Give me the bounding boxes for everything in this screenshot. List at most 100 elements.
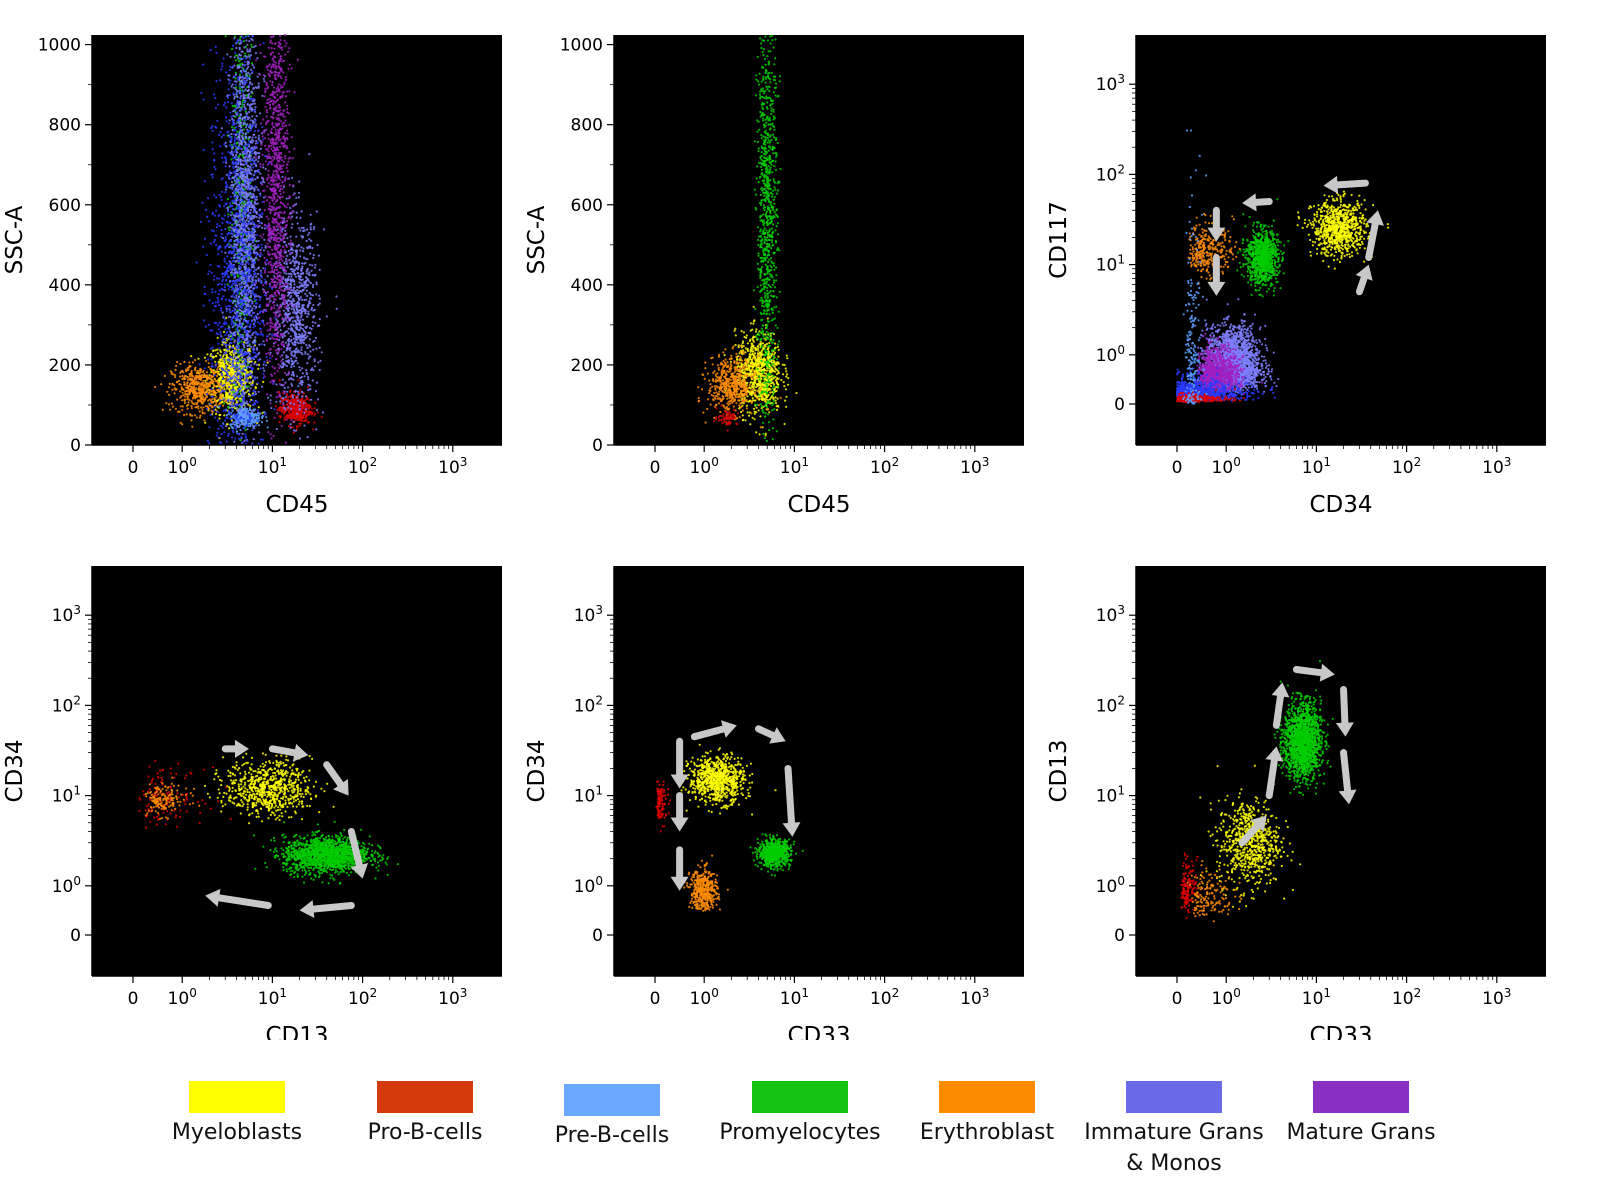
data-point [250,411,253,414]
data-point [293,286,296,289]
data-point [262,249,266,252]
data-point [280,410,283,413]
data-point [250,286,253,289]
data-point [189,389,192,392]
data-point [251,119,254,122]
data-point [282,351,286,354]
data-point [256,376,259,379]
data-point [278,379,281,382]
data-point [282,309,286,312]
data-point [247,215,250,218]
data-point [282,363,285,366]
data-point [312,309,315,312]
data-point [287,406,290,409]
data-point [229,366,233,369]
data-point [273,268,276,272]
data-point [204,381,207,384]
data-point [244,263,247,266]
data-point [212,382,215,385]
data-point [219,358,222,362]
data-point [289,268,292,271]
data-point [248,78,251,81]
data-point [200,390,203,393]
data-point [261,180,264,183]
data-point [281,397,284,400]
data-point [299,388,302,391]
data-point [309,213,312,216]
data-point [290,382,293,386]
data-point [237,257,241,260]
data-point [223,402,226,405]
data-point [281,354,284,357]
data-point [318,294,321,297]
data-point [302,226,305,229]
data-point [295,211,298,214]
data-point [184,395,187,398]
data-point [282,411,285,414]
data-point [251,136,254,139]
data-point [307,331,310,334]
data-point [244,88,247,91]
data-point [304,261,307,264]
data-point [267,46,270,49]
data-point [223,366,226,369]
data-point [195,416,198,419]
data-point [304,350,307,354]
data-point [180,386,183,389]
data-point [297,196,300,199]
data-point [292,316,295,319]
data-point [313,407,316,410]
data-point [281,358,284,361]
data-point [189,387,192,390]
data-point [308,271,311,274]
data-point [304,312,307,315]
data-point [281,378,284,381]
data-point [308,153,311,156]
data-point [249,423,252,426]
data-point [181,399,184,402]
data-point [165,402,168,405]
data-point [290,377,293,380]
data-point [289,262,292,265]
data-point [287,312,290,316]
data-point [290,412,293,416]
data-point [160,383,163,386]
data-point [174,407,177,410]
data-point [299,272,302,275]
data-point [263,369,266,372]
data-point [230,332,233,335]
data-point [251,39,254,42]
data-point [286,254,289,257]
data-point [299,417,303,420]
data-point [242,423,245,426]
data-point [255,139,258,143]
data-point [299,229,302,232]
data-point [295,333,298,336]
data-point [287,327,290,330]
data-point [295,356,298,359]
data-point [299,249,302,252]
data-point [312,428,315,431]
data-point [279,400,282,403]
data-point [254,202,258,205]
data-point [298,227,301,230]
data-point [234,267,237,270]
data-point [299,278,302,281]
data-point [254,142,258,145]
data-point [217,366,220,369]
data-point [199,393,202,396]
data-point [300,346,303,349]
data-point [305,270,308,273]
data-point [221,395,224,398]
data-point [189,365,192,368]
data-point [203,391,206,394]
data-point [297,342,300,345]
data-point [234,77,237,80]
data-point [229,55,232,59]
data-point [299,380,303,383]
data-point [264,263,267,266]
data-point [250,206,253,209]
data-point [225,354,228,357]
data-point [237,382,240,385]
data-point [229,271,233,274]
